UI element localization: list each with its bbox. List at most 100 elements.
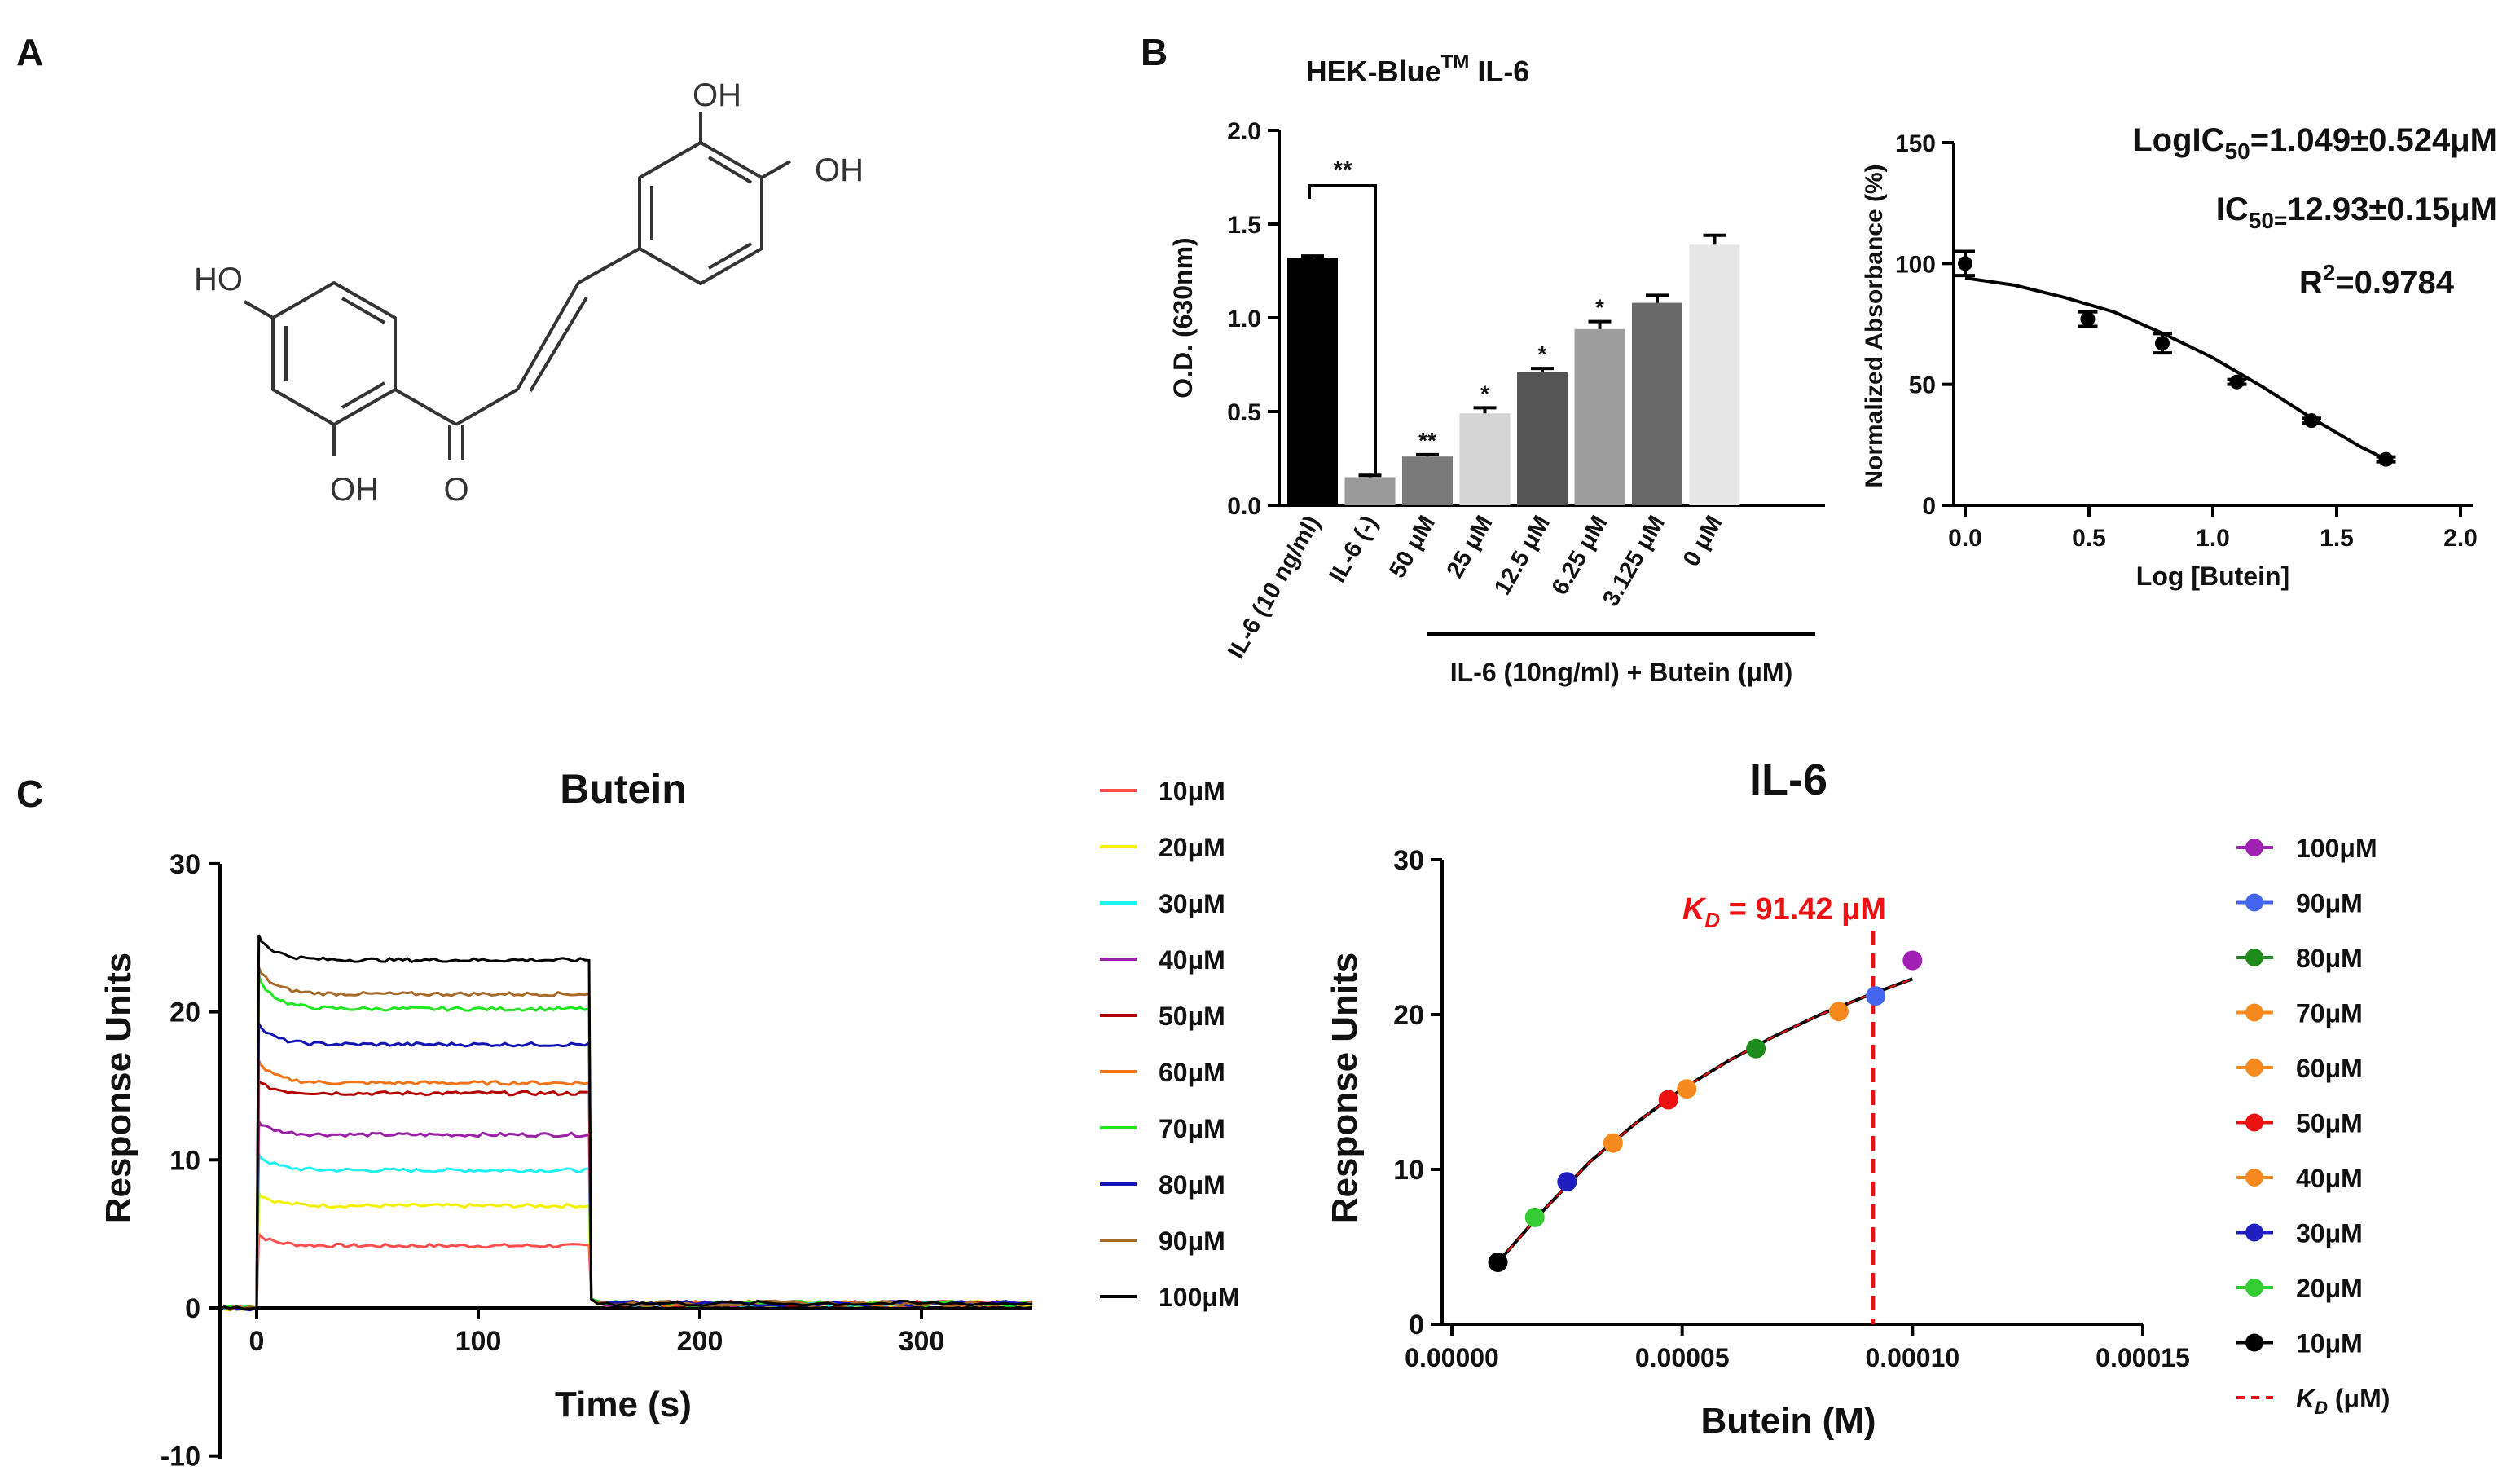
logic50-subscript: 50 (2225, 139, 2250, 164)
bar-y-tick-label: 1.0 (1227, 306, 1261, 332)
legend-marker (2245, 1003, 2263, 1022)
sensorgram-trace (222, 974, 1033, 1311)
sensorgram-traces (222, 934, 1033, 1312)
legend-label: 20μM (1159, 833, 1225, 862)
title-suffix: IL-6 (1469, 55, 1529, 88)
legend-label: 80μM (1159, 1170, 1225, 1200)
affinity-y-tick-label: 30 (1393, 845, 1424, 876)
sensorgram-legend: 10μM 20μM 30μM 40μM 50μM 60μM 70μM 80μM 90μM 100μ… (1100, 777, 1240, 1312)
kd-value: = 91.42 μM (1720, 892, 1886, 927)
ic50-data-point (2303, 413, 2319, 429)
affinity-data-point (1677, 1079, 1697, 1099)
right-benzene-ring (638, 141, 763, 285)
right-ring-double-bond (707, 156, 753, 184)
affinity-x-tick-label: 0.00010 (1865, 1343, 1959, 1372)
legend-label: 30μM (1159, 889, 1225, 918)
sensorgram-trace (223, 1079, 1033, 1312)
ic50-y-axis-label: Normalized Absorbance (%) (1861, 164, 1888, 487)
bar (1517, 372, 1568, 505)
bar-category-label: IL-6 (10 ng/ml) (1223, 512, 1326, 663)
r2-superscript: 2 (2323, 260, 2336, 285)
legend-label: 70μM (1159, 1114, 1225, 1143)
legend-marker (2245, 1333, 2263, 1352)
significance-marker: * (1480, 381, 1489, 406)
ic50-x-axis-label: Log [Butein] (2136, 561, 2289, 591)
bar (1344, 477, 1396, 505)
legend-marker (2245, 949, 2263, 966)
affinity-y-axis-label: Response Units (1325, 953, 1365, 1224)
legend-marker (2245, 1279, 2263, 1297)
legend-kd-sub: D (2315, 1398, 2328, 1418)
bar (1689, 244, 1740, 505)
legend-label: 40μM (1159, 945, 1225, 975)
oh-label-right: OH (815, 152, 864, 188)
affinity-data-point (1524, 1207, 1545, 1227)
legend-label: 100μM (1159, 1283, 1240, 1312)
ic50-x-tick-label: 0.0 (1948, 525, 1982, 552)
r-squared-annotation: R2=0.9784 (2299, 260, 2455, 301)
legend-marker (2245, 1113, 2263, 1132)
ic50-y-tick-label: 0 (1922, 493, 1936, 520)
sensorgram-trace (223, 1231, 1033, 1311)
sensorgram-trace (223, 1191, 1033, 1312)
kd-sub: D (1704, 908, 1720, 932)
panel-letter-a: A (16, 31, 43, 73)
bar-series: ***** (1287, 233, 1740, 505)
sensorgram-x-tick-label: 0 (249, 1326, 265, 1357)
bar-category-label: 50 μM (1384, 512, 1440, 583)
legend-marker (2245, 1223, 2263, 1242)
ic50-y-tick-label: 100 (1895, 251, 1936, 278)
affinity-legend: 100μM 90μM 80μM 70μM 60μM 50μM 40μM 30μM 20μM 10μ… (2236, 834, 2390, 1418)
left-benzene-ring (271, 281, 397, 426)
legend-label: 80μM (2296, 944, 2363, 973)
affinity-y-tick-label: 10 (1393, 1155, 1424, 1186)
legend-marker (2245, 1059, 2263, 1077)
ic50-data-points (1955, 249, 2396, 467)
affinity-title: IL-6 (1749, 755, 1827, 804)
hek-blue-bar-chart: HEK-BlueTM IL-6 O.D. (630nm) 0.0 0.5 1.0 1.… (1168, 51, 1825, 687)
ic50-x-tick-label: 1.5 (2320, 525, 2354, 552)
alkene-bond (516, 282, 580, 390)
bar-y-tick-label: 0.0 (1227, 493, 1261, 520)
sensorgram-y-tick-label: -10 (161, 1442, 200, 1473)
r2-prefix: R (2299, 265, 2323, 301)
bar-category-label: 6.25 μM (1547, 512, 1613, 600)
oh-label-left: HO (194, 262, 243, 297)
significance-marker: * (1595, 295, 1604, 320)
bar-y-tick-label: 1.5 (1227, 212, 1261, 239)
sensorgram-y-tick-label: 10 (169, 1145, 200, 1176)
sensorgram-trace (222, 1019, 1033, 1312)
bond-to-left-oh (244, 300, 274, 319)
affinity-data-point (1658, 1090, 1678, 1110)
ic50-data-point (2378, 451, 2394, 467)
legend-marker (2245, 1169, 2263, 1187)
legend-label: 90μM (2296, 889, 2363, 918)
affinity-fit-curve-overlay (1497, 978, 1913, 1263)
kd-annotation: KD = 91.42 μM (1682, 892, 1886, 932)
affinity-y-tick-label: 0 (1409, 1310, 1424, 1341)
ic50-y-tick-label: 50 (1909, 372, 1936, 399)
sensorgram-trace (222, 1153, 1033, 1311)
bar-category-label: IL-6 (-) (1325, 512, 1383, 588)
affinity-data-point (1488, 1253, 1508, 1272)
ic50-prefix: IC (2216, 192, 2249, 227)
affinity-x-tick-label: 0.00000 (1405, 1343, 1499, 1372)
legend-label: 20μM (2296, 1274, 2363, 1303)
sensorgram-y-tick-label: 20 (169, 997, 200, 1028)
bond-carbonyl-to-alkene (455, 388, 518, 426)
affinity-y-tick-label: 20 (1393, 1000, 1424, 1031)
bracket-line (1308, 184, 1377, 477)
legend-label: 70μM (2296, 999, 2363, 1028)
ic50-value: 12.93±0.15μM (2287, 192, 2497, 227)
legend-marker (2245, 839, 2263, 856)
right-ring-double-bond (708, 242, 752, 270)
ic50-fit-curve (1964, 276, 2387, 461)
legend-label: 40μM (2296, 1164, 2363, 1193)
ic50-subscript: 50= (2249, 208, 2288, 233)
sensorgram-y-axis-label: Response Units (99, 953, 139, 1224)
affinity-data-point (1746, 1038, 1766, 1059)
carbonyl-oxygen-label: O (443, 472, 468, 508)
title-superscript: TM (1441, 51, 1470, 73)
